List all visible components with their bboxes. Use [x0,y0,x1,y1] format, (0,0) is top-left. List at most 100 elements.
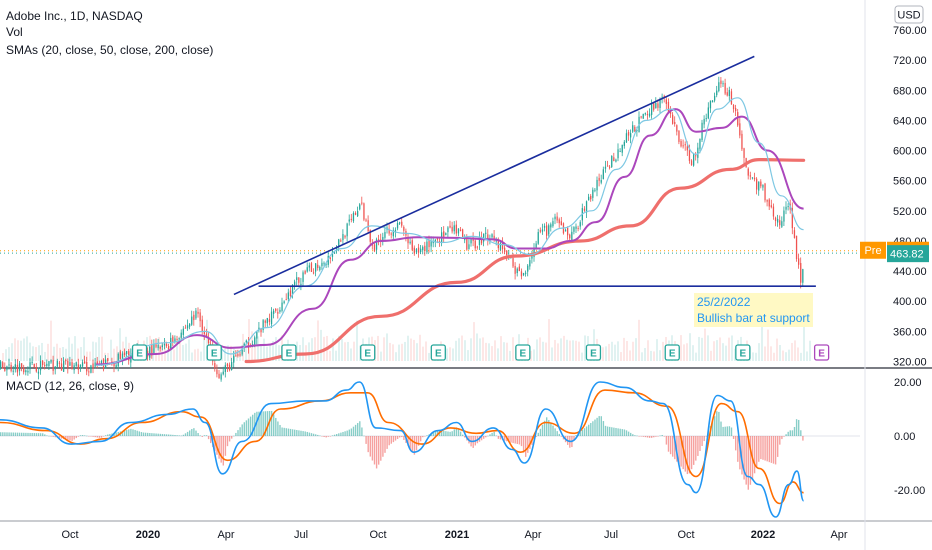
candle-body [457,228,460,234]
candle-body [445,233,447,235]
earnings-icon[interactable]: E [664,344,680,361]
currency-button-box [894,5,924,24]
candle [365,218,367,223]
histogram-bar [541,424,544,436]
candle-body [189,323,191,327]
histogram-bar [346,430,348,436]
candle-body [96,361,98,366]
volume-bar [23,338,25,361]
histogram-bar [369,436,371,457]
volume-bar [311,338,313,361]
earnings-icon[interactable]: E [131,344,148,361]
candle-body [674,122,676,125]
earnings-icon[interactable]: E [813,344,830,361]
volume-bar [680,335,682,361]
volume-bar [308,342,310,361]
upper-trendline[interactable] [233,55,755,296]
candle [195,308,197,320]
currency-button[interactable]: USD [894,5,924,24]
candle-body [495,240,497,242]
candle-body [644,113,646,115]
volume-bar [467,350,469,361]
candle [375,237,378,255]
histogram-bar [522,436,525,453]
histogram-bar [543,420,546,436]
earnings-marker-box [664,344,680,361]
histogram-bar [71,436,73,441]
volume-bar [191,352,193,361]
candle-body [455,224,457,234]
earnings-icon[interactable]: E [735,344,751,361]
earnings-icon[interactable]: E [430,344,446,361]
volume-bar [266,346,268,361]
candle-body [170,337,172,349]
candle-body [447,227,449,233]
candle [478,231,481,250]
support-annotation[interactable]: 25/2/2022 Bullish bar at support [694,293,813,327]
candle [726,87,728,97]
time-axis[interactable]: Oct 2020 Apr Jul Oct 2021 Apr Jul Oct 2022 Apr [61,529,847,541]
histogram-bar [451,431,453,436]
volume-bar [389,342,391,361]
earnings-icon[interactable]: E [206,344,222,361]
histogram-bar [338,433,340,436]
histogram-bar [447,431,449,436]
candle [189,323,191,330]
earnings-icon[interactable]: E [515,344,531,361]
histogram-bar [747,436,749,490]
candle-body [270,311,273,325]
candle-body [77,364,79,370]
candle [541,223,544,235]
histogram-bar [684,436,686,472]
candle-body [573,227,575,232]
candle [609,165,611,170]
earnings-marker-letter: E [669,349,676,360]
earnings-icon[interactable]: E [585,344,602,361]
histogram-bar [730,427,733,436]
candle-body [16,364,19,373]
candle-body [176,338,178,341]
earnings-icon[interactable]: E [281,344,297,361]
earnings-marker-box [206,344,222,361]
histogram-bar [361,427,363,436]
candle-body [289,290,292,297]
candle [392,227,394,240]
histogram-bar [350,428,353,436]
volume-bar [62,347,64,361]
price-axis[interactable]: 760.00 720.00 680.00 640.00 600.00 560.00 520.… [893,25,927,369]
histogram-bar [27,432,29,436]
histogram-bar [592,421,594,436]
histogram-bar [84,435,86,436]
histogram-bar [279,424,281,436]
earnings-marker-letter: E [818,349,825,360]
candle-body [117,353,119,367]
volume-bar [425,341,427,361]
volume-bar [320,329,322,361]
histogram-bar [243,422,245,436]
candle [430,236,432,253]
volume-bar [86,351,88,361]
histogram-bar [703,436,705,442]
macd-axis[interactable]: 20.00 0.00 -20.00 [894,377,925,497]
volume-bar [47,343,49,361]
candle-body [537,232,539,244]
histogram-bar [193,428,195,436]
candle-body [413,247,415,254]
candle [772,203,775,220]
candle-body [378,239,380,241]
time-tick-label: Jul [294,529,308,541]
earnings-icon[interactable]: E [360,344,376,361]
candle-body [172,336,174,343]
histogram-bar [789,430,791,436]
histogram-bar [134,430,136,436]
candle-body [354,212,357,215]
histogram-bar [365,436,367,444]
candle [56,358,58,368]
time-tick-label: 2022 [751,529,775,541]
histogram-bar [327,436,329,437]
candle [594,188,596,193]
volume-bar [512,337,514,361]
volume-bar [245,341,247,361]
histogram-bar [579,431,581,436]
